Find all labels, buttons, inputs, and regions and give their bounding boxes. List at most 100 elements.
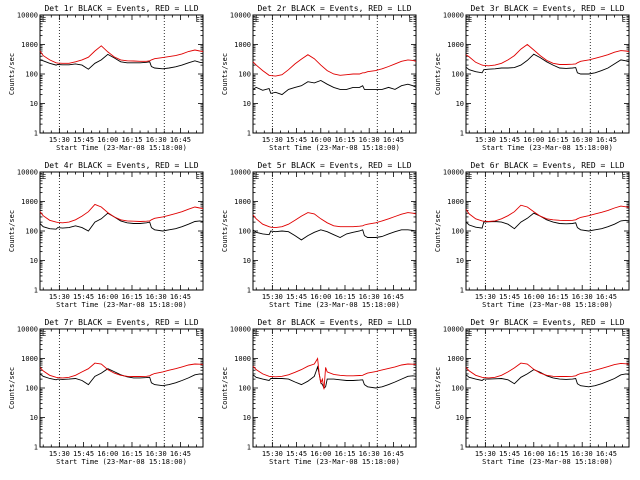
x-tick-label: 16:45: [170, 293, 191, 301]
legend-mark: E: [196, 173, 200, 181]
x-tick-label: 16:30: [572, 136, 593, 144]
chart-title: Det 5r BLACK = Events, RED = LLD: [257, 161, 411, 170]
legend-mark: E: [42, 173, 46, 181]
x-tick-label: 16:00: [523, 450, 544, 458]
x-tick-label: 16:30: [146, 136, 167, 144]
legend-mark: E: [196, 16, 200, 24]
events-series-line: [465, 212, 630, 232]
x-tick-label: 16:30: [359, 450, 380, 458]
chart-panel: Det 7r BLACK = Events, RED = LLD 1 10 100 10…: [8, 318, 204, 466]
y-tick-label: 1000: [234, 198, 251, 206]
chart-title: Det 7r BLACK = Events, RED = LLD: [44, 318, 198, 327]
legend-mark: E: [255, 16, 259, 24]
y-tick-label: 1000: [447, 41, 464, 49]
y-tick-label: 1: [460, 444, 464, 452]
y-tick-label: 10: [456, 257, 464, 265]
y-tick-label: 1: [247, 130, 251, 138]
y-tick-label: 10000: [230, 12, 251, 20]
y-tick-label: 10: [243, 414, 251, 422]
y-tick-label: 10000: [17, 169, 38, 177]
y-tick-label: 1: [460, 130, 464, 138]
plot-frame: [39, 328, 204, 448]
plot-frame: [39, 171, 204, 291]
x-tick-label: 16:30: [146, 450, 167, 458]
x-tick-label: 16:00: [97, 450, 118, 458]
x-tick-label: 16:45: [170, 450, 191, 458]
y-tick-label: 10: [30, 257, 38, 265]
chart-panel: Det 2r BLACK = Events, RED = LLD 1 10 100 10…: [221, 4, 417, 152]
x-tick-label: 16:15: [547, 136, 568, 144]
x-tick-label: 15:45: [286, 136, 307, 144]
x-tick-label: 16:30: [572, 293, 593, 301]
x-tick-label: 16:30: [359, 293, 380, 301]
y-tick-label: 1: [34, 130, 38, 138]
x-tick-label: 15:30: [262, 293, 283, 301]
y-tick-label: 1000: [21, 41, 38, 49]
x-tick-label: 15:30: [475, 136, 496, 144]
legend-mark: E: [468, 173, 472, 181]
x-tick-label: 16:00: [310, 450, 331, 458]
y-tick-label: 10: [30, 100, 38, 108]
y-tick-label: 10: [456, 100, 464, 108]
events-series-line: [39, 368, 204, 387]
legend-mark: E: [468, 330, 472, 338]
x-tick-label: 15:30: [262, 450, 283, 458]
legend-mark: E: [622, 330, 626, 338]
x-tick-label: 15:45: [499, 293, 520, 301]
plot-frame: [465, 328, 630, 448]
x-axis-label: Start Time (23-Mar-08 15:18:00): [56, 458, 187, 466]
x-tick-label: 16:00: [97, 293, 118, 301]
y-tick-label: 100: [25, 385, 38, 393]
y-tick-label: 1000: [21, 355, 38, 363]
legend-mark: E: [409, 173, 413, 181]
y-tick-label: 1: [34, 287, 38, 295]
x-tick-label: 15:45: [286, 293, 307, 301]
chart-title: Det 8r BLACK = Events, RED = LLD: [257, 318, 411, 327]
y-tick-label: 1: [247, 444, 251, 452]
y-tick-label: 1000: [21, 198, 38, 206]
x-tick-label: 16:15: [334, 293, 355, 301]
x-tick-label: 16:45: [596, 450, 617, 458]
lld-series-line: [465, 204, 630, 222]
y-tick-label: 1000: [234, 355, 251, 363]
y-tick-label: 1000: [447, 355, 464, 363]
lld-series-line: [39, 45, 204, 64]
y-tick-label: 100: [238, 385, 251, 393]
plot-frame: [252, 328, 417, 448]
legend-mark: E: [255, 330, 259, 338]
x-tick-label: 16:45: [383, 450, 404, 458]
legend-mark: E: [468, 16, 472, 24]
lld-series-line: [39, 203, 204, 224]
x-tick-label: 16:15: [547, 450, 568, 458]
y-tick-label: 10: [243, 257, 251, 265]
x-tick-label: 16:15: [121, 293, 142, 301]
x-tick-label: 16:00: [97, 136, 118, 144]
x-tick-label: 15:45: [499, 450, 520, 458]
y-tick-label: 100: [25, 228, 38, 236]
legend-mark: E: [622, 16, 626, 24]
y-tick-label: 1: [247, 287, 251, 295]
x-tick-label: 16:45: [170, 136, 191, 144]
x-tick-label: 16:45: [383, 293, 404, 301]
events-series-line: [252, 229, 417, 241]
y-axis-label: Counts/sec: [8, 367, 16, 409]
x-tick-label: 16:30: [572, 450, 593, 458]
y-tick-label: 10000: [230, 326, 251, 334]
y-tick-label: 10: [243, 100, 251, 108]
y-axis-label: Counts/sec: [8, 53, 16, 95]
y-tick-label: 10: [456, 414, 464, 422]
events-series-line: [465, 53, 630, 75]
chart-panel: Det 9r BLACK = Events, RED = LLD 1 10 100 10…: [434, 318, 630, 466]
y-tick-label: 10000: [230, 169, 251, 177]
y-axis-label: Counts/sec: [221, 53, 229, 95]
plot-frame: [39, 14, 204, 134]
y-tick-label: 1000: [234, 41, 251, 49]
x-tick-label: 16:00: [310, 293, 331, 301]
x-axis-label: Start Time (23-Mar-08 15:18:00): [269, 144, 400, 152]
y-axis-label: Counts/sec: [434, 367, 442, 409]
events-series-line: [252, 365, 417, 389]
x-tick-label: 15:30: [49, 450, 70, 458]
x-tick-label: 16:45: [383, 136, 404, 144]
x-tick-label: 16:00: [523, 136, 544, 144]
